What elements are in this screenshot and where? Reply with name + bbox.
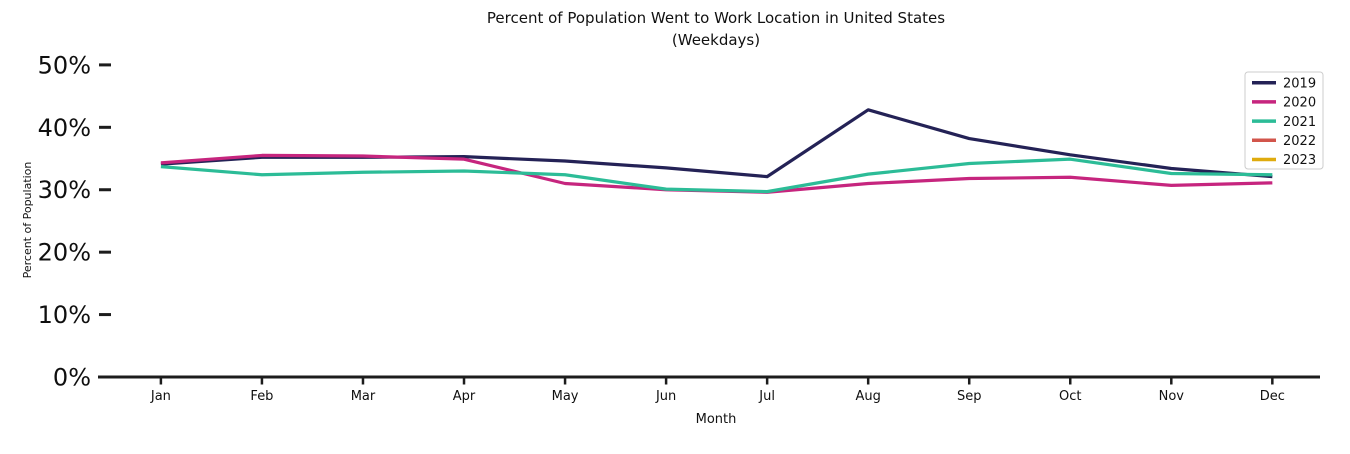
legend-box: [1244, 71, 1324, 170]
legend: 2019 2020 2021 2022 2023: [1244, 71, 1324, 170]
legend-label-2023: 2023: [1283, 153, 1316, 168]
legend-item-2021: 2021: [1252, 115, 1316, 130]
legend-label-2021: 2021: [1283, 115, 1316, 130]
y-tick-label: 50%: [38, 51, 91, 79]
x-tick-label: Aug: [855, 389, 880, 404]
legend-label-2019: 2019: [1283, 76, 1316, 91]
legend-label-2020: 2020: [1283, 96, 1316, 111]
x-tick-label: Dec: [1260, 389, 1285, 404]
y-tick-label: 10%: [38, 301, 91, 329]
x-tick-label: Jun: [655, 389, 676, 404]
y-tick-label: 40%: [38, 114, 91, 142]
x-tick-label: Oct: [1059, 389, 1081, 404]
x-tick-label: May: [552, 389, 579, 404]
legend-item-2019: 2019: [1252, 76, 1316, 91]
x-tick-label: Jan: [150, 389, 171, 404]
chart-title: Percent of Population Went to Work Locat…: [487, 9, 945, 27]
legend-item-2023: 2023: [1252, 153, 1316, 168]
y-axis-label: Percent of Population: [21, 162, 34, 279]
y-tick-label: 30%: [38, 176, 91, 204]
chart-subtitle: (Weekdays): [672, 31, 760, 49]
legend-item-2022: 2022: [1252, 134, 1316, 149]
axes: 0% 10% 20% 30% 40% 50% Jan Feb Mar Apr May Jun Jul Au…: [38, 51, 1320, 404]
series-line-2019: [160, 108, 1273, 179]
x-tick-label: Apr: [453, 389, 476, 404]
series-lines: [160, 108, 1273, 194]
legend-label-2022: 2022: [1283, 134, 1316, 149]
series-line-2021: [160, 157, 1273, 194]
y-tick-label: 0%: [53, 364, 91, 392]
x-tick-label: Jul: [758, 389, 775, 404]
y-tick-label: 20%: [38, 239, 91, 267]
x-tick-label: Nov: [1159, 389, 1185, 404]
legend-item-2020: 2020: [1252, 96, 1316, 111]
x-axis-label: Month: [696, 412, 737, 427]
x-tick-label: Feb: [250, 389, 273, 404]
x-tick-label: Sep: [957, 389, 982, 404]
x-tick-label: Mar: [351, 389, 376, 404]
